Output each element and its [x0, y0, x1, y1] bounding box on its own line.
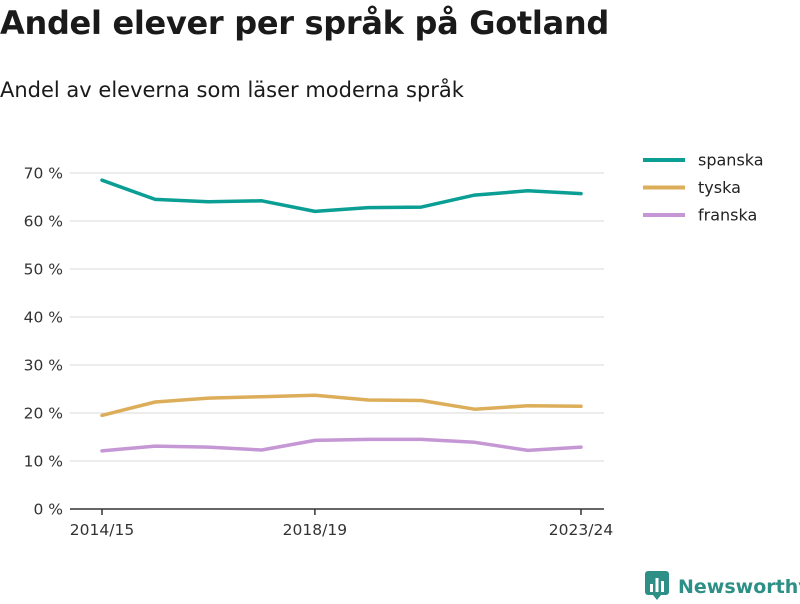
- x-tick-label: 2014/15: [70, 521, 134, 539]
- chart-subtitle: Andel av eleverna som läser moderna språ…: [0, 78, 464, 102]
- series-line-spanska: [100, 178, 583, 214]
- y-tick-label: 40 %: [24, 309, 63, 327]
- y-tick-label: 0 %: [33, 501, 63, 519]
- legend-label-spanska: spanska: [698, 151, 764, 170]
- brand-name: Newsworthy: [678, 576, 800, 598]
- bar-chart-icon: [644, 570, 670, 604]
- y-tick-label: 70 %: [24, 165, 63, 183]
- chart-title: Andel elever per språk på Gotland: [0, 4, 609, 42]
- x-tick-label: 2018/19: [283, 521, 347, 539]
- y-tick-label: 20 %: [24, 405, 63, 423]
- legend-label-tyska: tyska: [698, 178, 741, 197]
- series-line-tyska: [100, 393, 583, 418]
- brand-logo: Newsworthy: [644, 570, 800, 604]
- x-tick-label: 2023/24: [549, 521, 613, 539]
- series-line-franska: [100, 437, 583, 453]
- y-tick-label: 10 %: [24, 453, 63, 471]
- legend-label-franska: franska: [698, 206, 757, 225]
- y-tick-label: 60 %: [24, 213, 63, 231]
- y-tick-label: 30 %: [24, 357, 63, 375]
- y-tick-label: 50 %: [24, 261, 63, 279]
